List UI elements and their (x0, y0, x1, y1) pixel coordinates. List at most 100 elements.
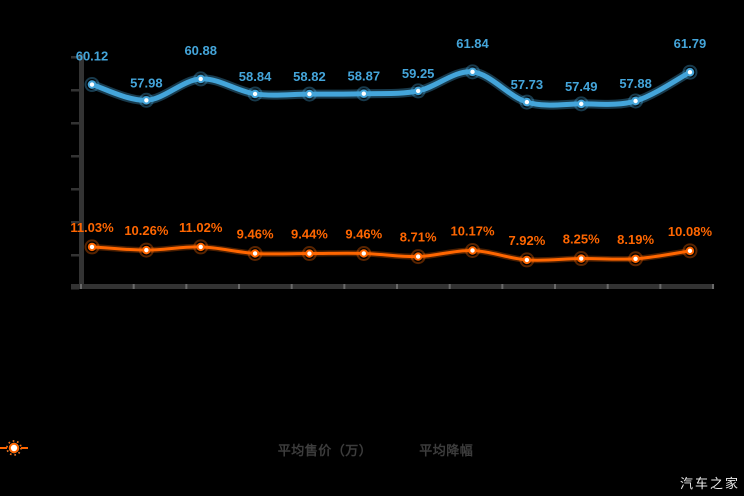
blue-data-label: 57.98 (130, 75, 163, 90)
blue-data-point (413, 86, 423, 96)
x-axis-tick (185, 284, 188, 289)
blue-data-label: 60.88 (184, 43, 217, 58)
blue-data-label: 57.49 (565, 79, 598, 94)
orange-data-label: 8.25% (563, 232, 600, 247)
y-axis-tick (71, 89, 79, 92)
orange-point-ring (138, 242, 154, 258)
legend-item-avg-discount[interactable]: 平均降幅 (0, 440, 474, 459)
blue-point-ring (301, 86, 317, 102)
orange-point-ring (247, 245, 263, 261)
legend-label-avg-discount: 平均降幅 (419, 443, 474, 458)
watermark-autohome: 汽车之家 (679, 473, 740, 492)
y-axis (79, 54, 84, 288)
blue-point-ring (465, 64, 481, 80)
x-axis-tick (659, 284, 662, 289)
x-axis-tick (712, 284, 715, 289)
blue-data-point (196, 74, 205, 84)
legend-item-avg-price[interactable]: 平均售价（万） (0, 440, 373, 459)
blue-data-label: 59.25 (402, 66, 435, 81)
x-axis-tick (290, 284, 293, 289)
blue-data-label: 58.84 (239, 69, 272, 84)
orange-data-point (577, 254, 586, 263)
orange-point-ring (410, 249, 426, 265)
orange-data-point (196, 242, 205, 252)
blue-point-ring (410, 83, 426, 99)
blue-data-point (468, 67, 477, 77)
blue-data-label: 61.79 (674, 36, 707, 51)
orange-data-label: 9.46% (237, 226, 274, 241)
orange-data-point (87, 242, 97, 252)
x-axis (71, 284, 714, 289)
x-axis-tick (238, 284, 241, 289)
blue-data-label: 57.73 (511, 77, 544, 92)
y-axis-tick (71, 254, 79, 257)
blue-point-ring (519, 94, 535, 110)
orange-point-ring (301, 246, 317, 262)
blue-data-point (305, 89, 314, 99)
y-axis-tick (71, 188, 79, 191)
blue-point-ring (138, 92, 154, 108)
blue-data-point (359, 89, 368, 98)
orange-point-ring (628, 251, 644, 267)
legend-label-avg-price: 平均售价（万） (277, 443, 373, 458)
orange-data-point (305, 249, 314, 258)
blue-data-point (250, 89, 260, 99)
blue-data-point (87, 80, 97, 89)
blue-data-point (522, 97, 532, 107)
blue-point-ring (356, 86, 372, 102)
blue-point-ring (84, 77, 100, 93)
orange-data-point (250, 249, 260, 258)
orange-point-ring (356, 245, 372, 261)
x-axis-tick (448, 284, 451, 289)
y-axis-tick (71, 56, 79, 59)
x-axis-tick (501, 284, 504, 289)
blue-point-ring (628, 93, 644, 109)
blue-point-ring (573, 96, 589, 112)
orange-data-point (142, 245, 151, 255)
y-axis-tick (71, 155, 79, 158)
y-axis-tick (71, 221, 79, 224)
orange-data-label: 9.46% (345, 226, 382, 241)
blue-data-label: 58.87 (348, 69, 381, 84)
orange-point-ring (573, 251, 589, 267)
blue-data-point (142, 96, 151, 105)
orange-data-point (468, 246, 477, 255)
x-axis-tick (80, 284, 82, 289)
blue-data-label: 60.12 (76, 49, 109, 64)
blue-data-point (631, 96, 640, 106)
x-axis-tick (606, 284, 609, 289)
orange-data-label: 8.71% (400, 230, 437, 245)
orange-data-label: 7.92% (508, 233, 545, 248)
orange-data-label: 8.19% (617, 232, 654, 247)
orange-line (90, 245, 692, 262)
blue-point-ring (247, 86, 263, 102)
orange-data-label: 11.03% (70, 220, 114, 235)
blue-point-ring (193, 71, 209, 87)
x-axis-tick (554, 284, 557, 289)
chart-legend: 平均售价（万） 平均降幅 (0, 440, 744, 459)
orange-data-point (359, 249, 368, 258)
orange-data-point (685, 246, 695, 256)
orange-point-ring (682, 243, 698, 259)
orange-data-point (522, 255, 532, 265)
orange-data-label: 10.17% (450, 223, 495, 238)
orange-data-label: 11.02% (179, 220, 223, 235)
orange-data-point (413, 252, 423, 261)
orange-point-ring (84, 239, 100, 255)
x-axis-tick (132, 284, 135, 289)
x-axis-tick (343, 284, 346, 289)
y-axis-tick (71, 287, 79, 290)
orange-data-point (631, 254, 640, 263)
y-axis-tick (71, 122, 79, 125)
blue-data-point (577, 99, 586, 109)
orange-data-label: 10.08% (668, 224, 713, 239)
orange-point-ring (519, 252, 535, 268)
orange-data-label: 9.44% (291, 227, 328, 242)
orange-point-ring (465, 242, 481, 258)
blue-data-label: 58.82 (293, 69, 326, 84)
orange-data-label: 10.26% (124, 223, 169, 238)
blue-data-label: 61.84 (456, 36, 489, 51)
blue-point-ring (682, 64, 698, 80)
